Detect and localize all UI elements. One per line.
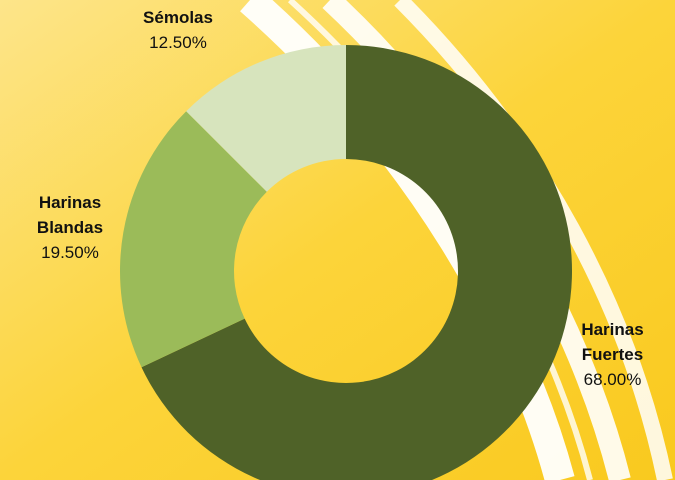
value-label: 12.50% bbox=[149, 33, 207, 52]
label-blandas: Harinas Blandas 19.50% bbox=[0, 190, 160, 265]
value-label: 19.50% bbox=[41, 243, 99, 262]
category-label: Sémolas bbox=[143, 8, 213, 27]
category-label: Harinas Fuertes bbox=[581, 320, 644, 364]
slice bbox=[186, 45, 346, 192]
donut bbox=[119, 45, 572, 480]
slice bbox=[141, 45, 572, 480]
category-label: Harinas Blandas bbox=[36, 193, 104, 237]
label-fuertes: Harinas Fuertes 68.00% bbox=[520, 317, 675, 392]
value-label: 68.00% bbox=[583, 370, 642, 389]
label-semolas: Sémolas 12.50% bbox=[88, 5, 268, 55]
slice bbox=[119, 111, 267, 368]
